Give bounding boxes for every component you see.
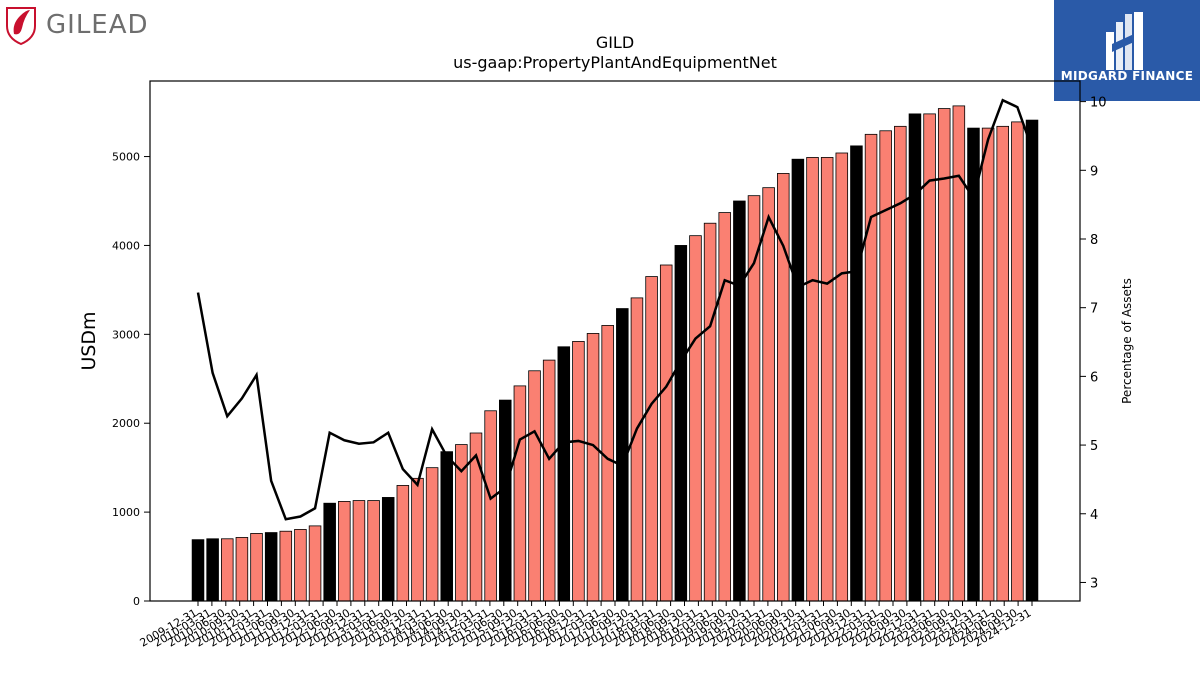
y2-tick-label: 6 — [1090, 370, 1098, 385]
bar — [191, 539, 205, 602]
y-tick-label: 5000 — [112, 151, 140, 164]
y2-tick-label: 3 — [1090, 576, 1098, 591]
bar — [630, 297, 644, 602]
bar — [206, 538, 219, 602]
y2-axis-label: Percentage of Assets — [1120, 278, 1134, 404]
bar — [338, 501, 351, 602]
bar — [645, 276, 658, 602]
bar — [996, 125, 1009, 602]
bar — [835, 152, 849, 602]
x-axis: 2009-12-312010-03-312010-06-302010-09-30… — [138, 601, 1034, 650]
y-tick-label: 2000 — [112, 417, 140, 430]
bar — [513, 385, 527, 602]
bar — [1011, 121, 1024, 602]
bar — [937, 108, 951, 602]
bar — [908, 113, 922, 602]
bar — [791, 158, 805, 602]
bar — [689, 235, 702, 602]
bar — [586, 333, 600, 602]
chart-title: GILD — [596, 33, 634, 52]
y2-tick-label: 10 — [1090, 96, 1107, 111]
midgard-emblem-icon — [1106, 12, 1143, 70]
bar — [367, 500, 380, 602]
midgard-finance-logo: MIDGARD FINANCE — [1054, 0, 1200, 101]
bar — [221, 538, 234, 602]
y-tick-label: 0 — [133, 595, 140, 608]
bar — [703, 222, 717, 602]
bar — [425, 467, 439, 602]
y-axis-label: USDm — [78, 311, 100, 370]
bar — [762, 187, 775, 602]
bar — [879, 130, 892, 602]
bar — [1025, 119, 1039, 602]
bar — [396, 485, 410, 602]
bar — [923, 113, 936, 602]
bar — [864, 133, 878, 602]
y-tick-label: 4000 — [112, 239, 140, 252]
chart-subtitle: us-gaap:PropertyPlantAndEquipmentNet — [453, 53, 777, 72]
gilead-wordmark: GILEAD — [46, 10, 149, 40]
bar — [806, 157, 819, 602]
bar — [747, 195, 761, 602]
bar — [894, 125, 907, 602]
bar — [601, 325, 614, 602]
bar — [572, 341, 585, 602]
bar — [718, 212, 731, 602]
bar — [352, 500, 366, 602]
y-tick-label: 1000 — [112, 506, 140, 519]
bar — [499, 399, 512, 602]
bar — [250, 533, 263, 602]
bar — [557, 346, 571, 602]
bar — [820, 157, 834, 602]
gilead-logo: GILEAD — [4, 4, 164, 48]
bar — [981, 127, 995, 602]
midgard-wordmark: MIDGARD FINANCE — [1060, 69, 1194, 83]
y-tick-label: 3000 — [112, 328, 140, 341]
bar — [308, 525, 322, 602]
bar — [411, 477, 424, 602]
gilead-shield-icon — [6, 7, 36, 46]
y2-tick-label: 4 — [1090, 508, 1098, 523]
y-axis-right: 3 4 5 6 7 8 9 10 — [1080, 96, 1107, 591]
y2-tick-label: 8 — [1090, 233, 1098, 248]
bar — [440, 451, 453, 602]
bar — [733, 200, 746, 602]
y2-tick-label: 7 — [1090, 302, 1098, 317]
bar — [659, 264, 673, 602]
bar — [264, 532, 278, 602]
y2-tick-label: 5 — [1090, 439, 1098, 454]
percentage-line — [196, 98, 1034, 521]
bar — [323, 502, 336, 602]
bar — [674, 245, 688, 602]
bar — [381, 497, 395, 602]
bar — [279, 530, 293, 602]
bar — [294, 529, 307, 602]
bar — [484, 410, 497, 602]
bar — [542, 359, 556, 602]
bar — [850, 145, 863, 602]
bar — [235, 537, 249, 602]
bar-series — [191, 105, 1039, 602]
y-axis-left: 0 1000 2000 3000 4000 5000 — [112, 151, 150, 608]
y2-tick-label: 9 — [1090, 164, 1098, 179]
bar — [528, 370, 541, 602]
